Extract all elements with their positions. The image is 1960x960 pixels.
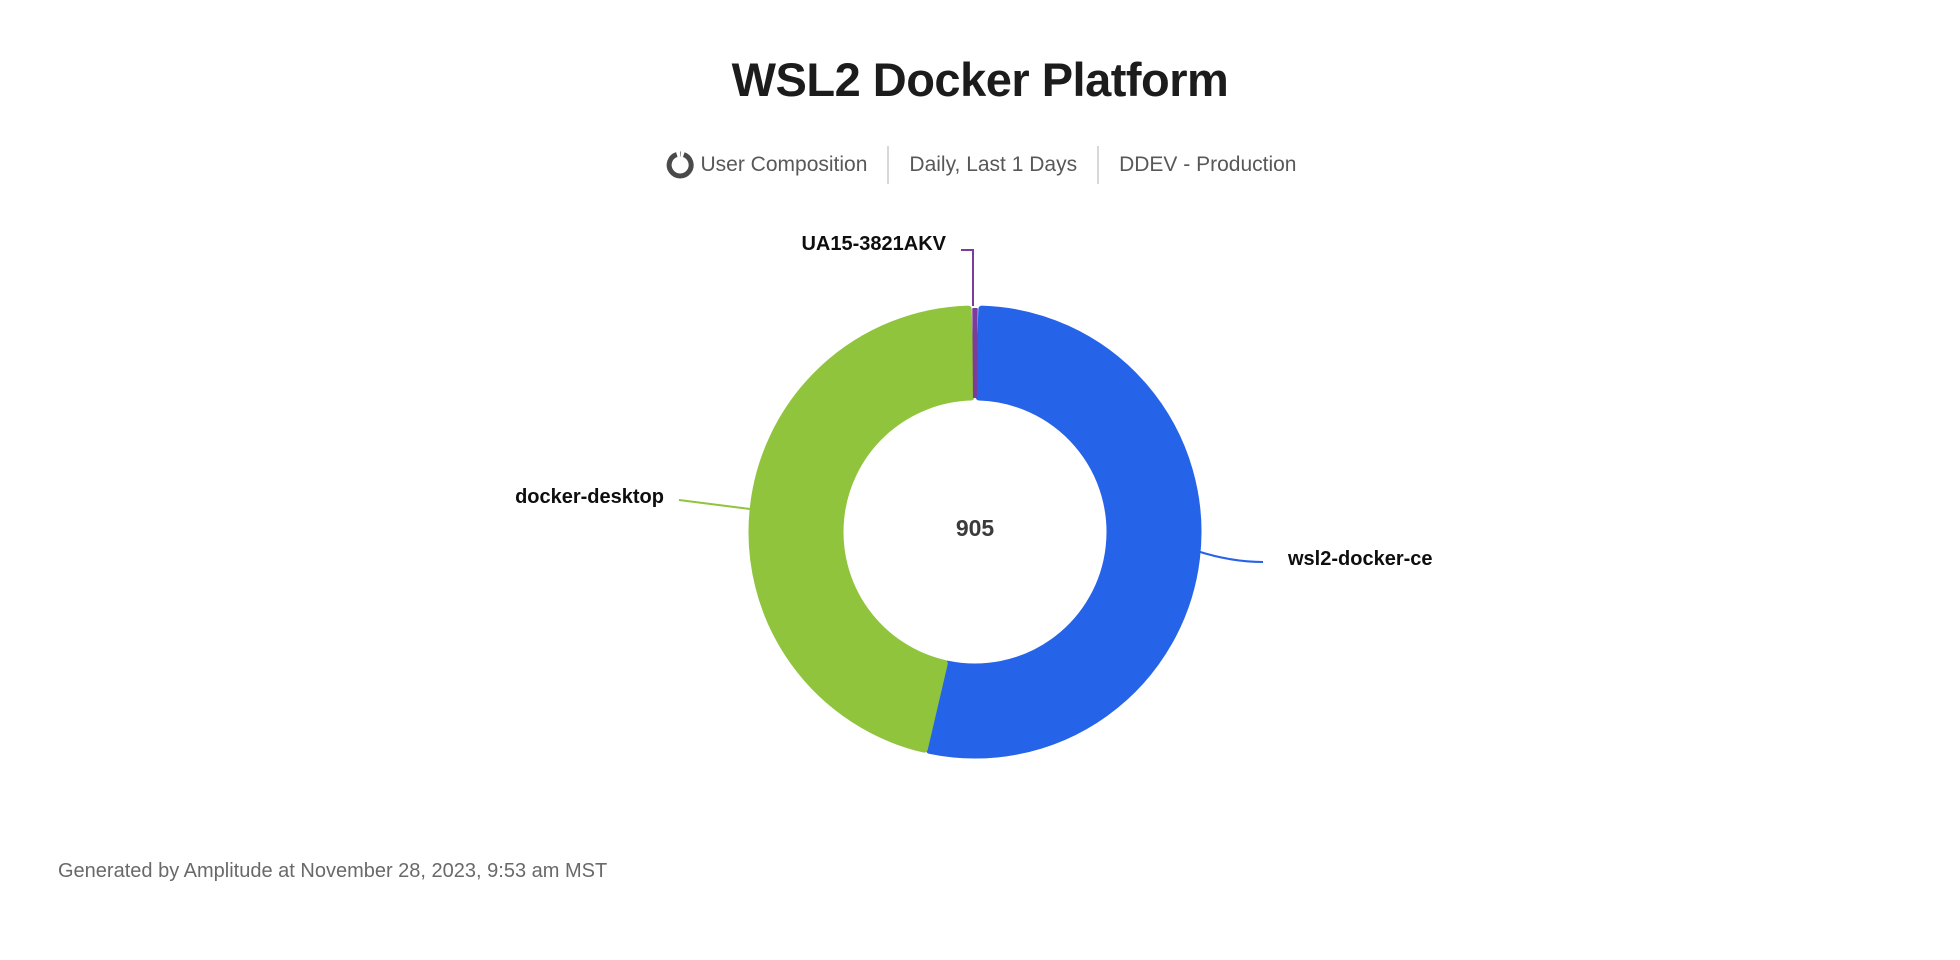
chart-type-meta: User Composition (664, 146, 868, 184)
donut-segment-wsl2-docker-ce (926, 305, 1202, 759)
date-range-label: Daily, Last 1 Days (909, 153, 1078, 176)
leader-line-wsl2-docker-ce (1196, 550, 1264, 563)
chart-type-label: User Composition (700, 153, 868, 176)
meta-divider (887, 146, 890, 184)
slice-label-ua15: UA15-3821AKV (801, 233, 946, 255)
project-label: DDEV - Production (1119, 153, 1297, 176)
page-title: WSL2 Docker Platform (731, 53, 1229, 106)
leader-line-UA15-3821AKV (961, 249, 974, 306)
project-meta: DDEV - Production (1119, 146, 1296, 184)
slice-label-wsl2-docker-ce: wsl2-docker-ce (1288, 548, 1433, 570)
slice-label-docker-desktop: docker-desktop (515, 486, 664, 508)
generated-by-note: Generated by Amplitude at November 28, 2… (58, 860, 608, 882)
donut-center-total: 905 (955, 515, 995, 541)
meta-divider (1097, 146, 1100, 184)
leader-line-docker-desktop (678, 499, 751, 510)
donut-segment-UA15-3821AKV (972, 308, 978, 399)
chart-meta-row: User Composition Daily, Last 1 Days DDEV… (0, 146, 1960, 184)
donut-segment-docker-desktop (748, 305, 975, 753)
donut-segments (748, 305, 1202, 759)
leader-lines (678, 249, 1264, 563)
donut-chart-icon (666, 151, 694, 179)
date-range-meta: Daily, Last 1 Days (909, 146, 1077, 184)
